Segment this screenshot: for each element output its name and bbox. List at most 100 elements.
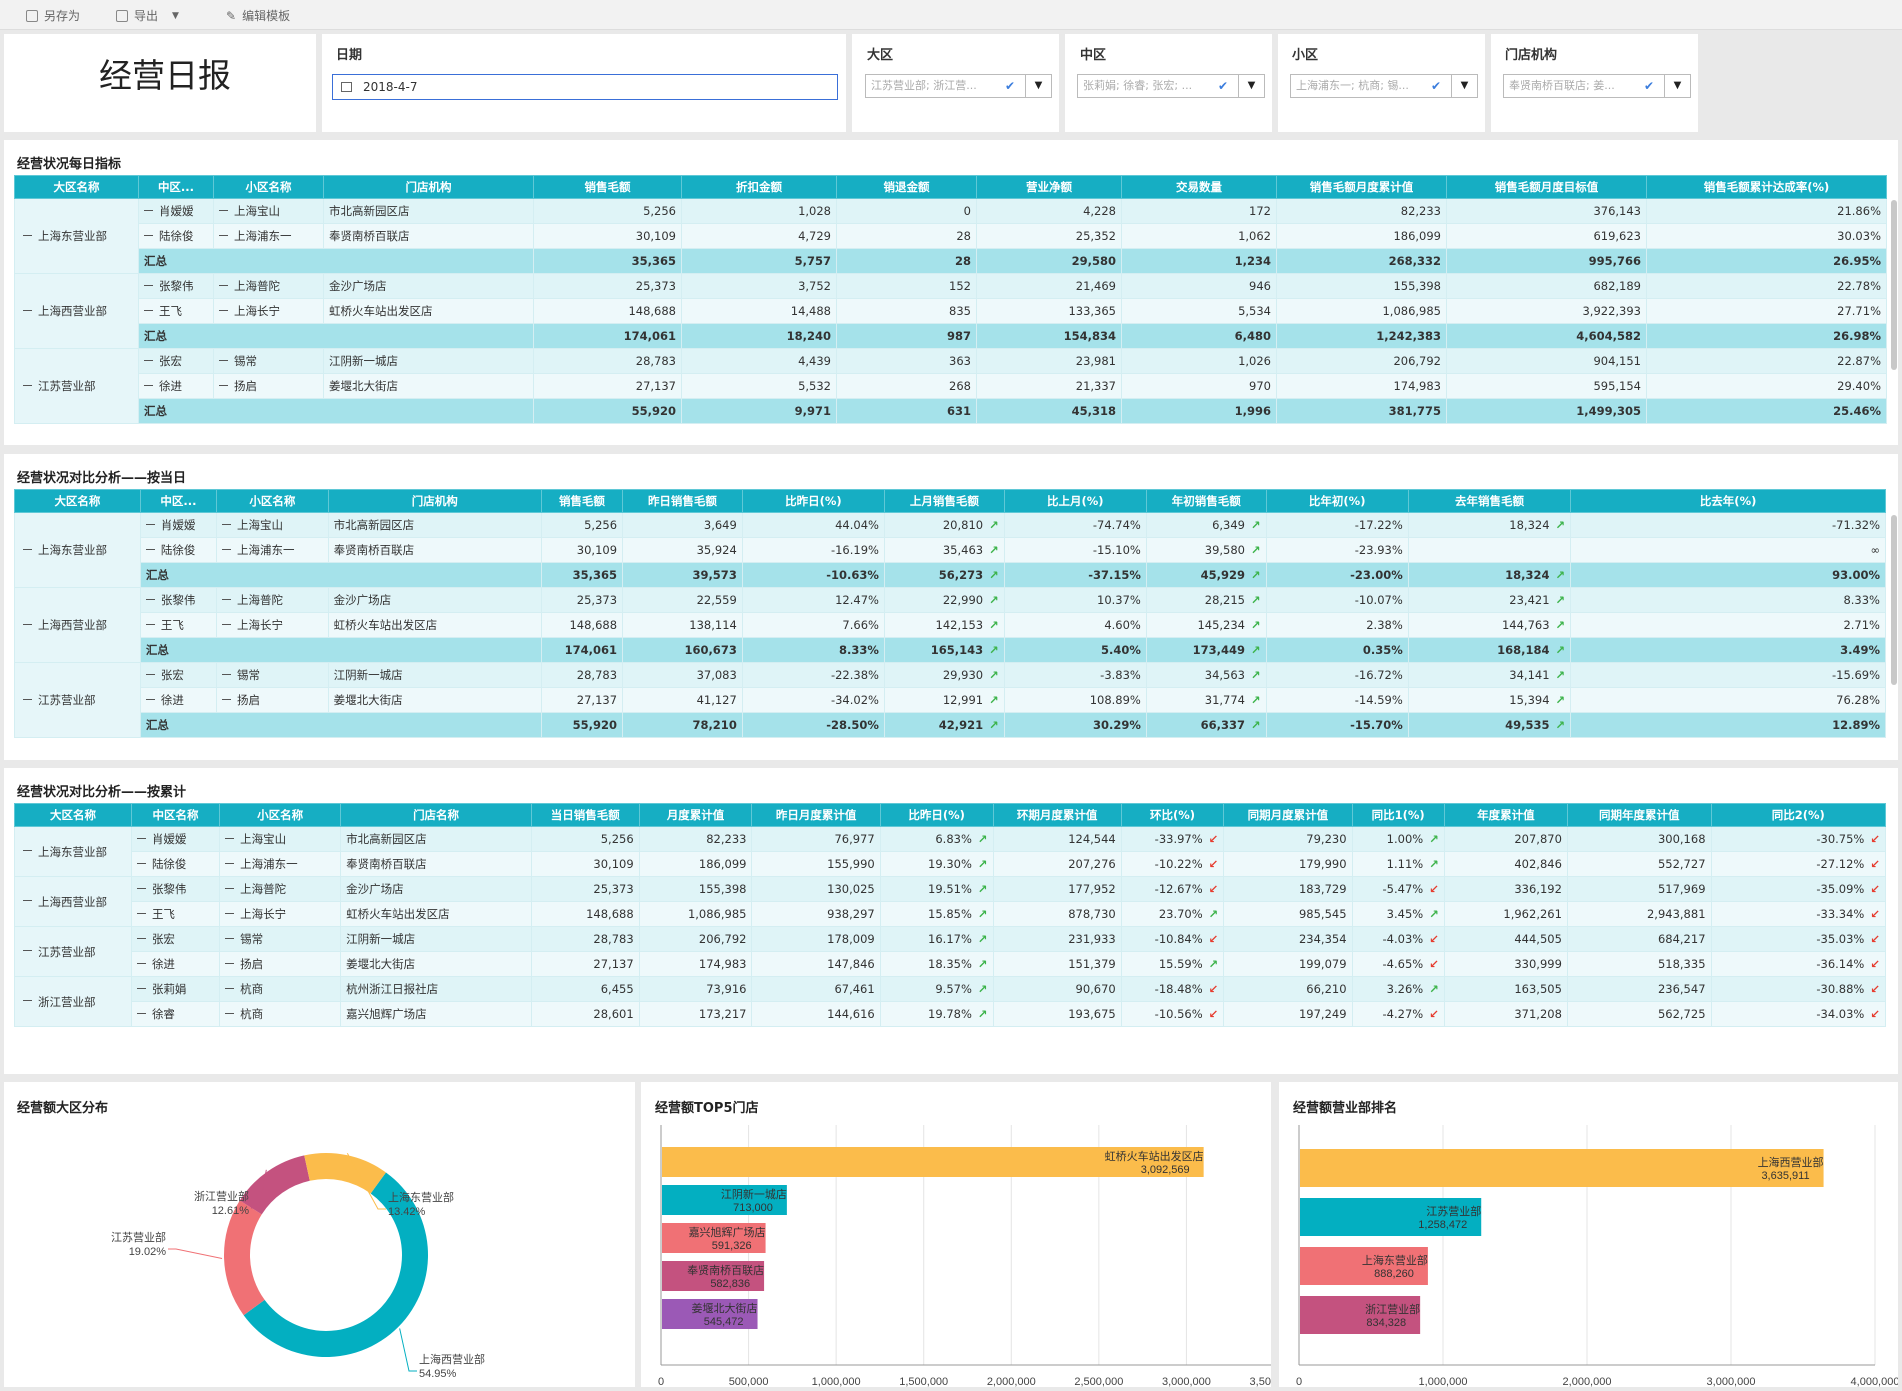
pie-slice[interactable] <box>243 1172 428 1357</box>
column-header[interactable]: 比上月(%) <box>1003 489 1147 513</box>
small-select[interactable]: 上海浦东一; 杭商; 锡... ✔ ▼ <box>1290 74 1478 98</box>
bar[interactable] <box>1300 1296 1421 1334</box>
dropdown-icon[interactable]: ▼ <box>1451 75 1477 97</box>
column-header[interactable]: 当日销售毛额 <box>530 803 640 827</box>
collapse-icon[interactable] <box>144 234 153 236</box>
column-header[interactable]: 去年销售毛额 <box>1407 489 1572 513</box>
dropdown-icon[interactable]: ▼ <box>1025 75 1051 97</box>
column-header[interactable]: 小区名称 <box>213 175 324 199</box>
collapse-icon[interactable] <box>136 987 146 989</box>
collapse-icon[interactable] <box>145 548 155 550</box>
region-group-cell[interactable]: 上海东营业部 <box>14 512 141 588</box>
collapse-icon[interactable] <box>23 850 32 851</box>
column-header[interactable]: 同比2(%) <box>1710 803 1887 827</box>
column-header[interactable]: 销退金额 <box>836 175 977 199</box>
collapse-icon[interactable] <box>222 673 231 675</box>
collapse-icon[interactable] <box>222 623 231 625</box>
collapse-icon[interactable] <box>222 598 231 600</box>
collapse-icon[interactable] <box>136 962 146 964</box>
collapse-icon[interactable] <box>144 284 153 286</box>
column-header[interactable]: 销售毛额 <box>540 489 624 513</box>
collapse-icon[interactable] <box>145 623 155 625</box>
dropdown-icon[interactable]: ▼ <box>1664 75 1690 97</box>
region-group-cell[interactable]: 江苏营业部 <box>14 662 141 738</box>
collapse-icon[interactable] <box>23 384 32 386</box>
column-header[interactable]: 小区名称 <box>216 489 329 513</box>
collapse-icon[interactable] <box>225 887 235 889</box>
bar[interactable] <box>1300 1247 1428 1285</box>
collapse-icon[interactable] <box>145 598 155 600</box>
collapse-icon[interactable] <box>225 962 235 964</box>
column-header[interactable]: 门店名称 <box>340 803 532 827</box>
column-header[interactable]: 昨日月度累计值 <box>751 803 881 827</box>
column-header[interactable]: 年度累计值 <box>1443 803 1568 827</box>
export-button[interactable]: 导出 ▼ <box>116 7 179 24</box>
collapse-icon[interactable] <box>144 384 153 386</box>
pie-slice[interactable] <box>224 1200 265 1316</box>
collapse-icon[interactable] <box>23 234 32 236</box>
column-header[interactable]: 月度累计值 <box>638 803 753 827</box>
region-group-cell[interactable]: 上海东营业部 <box>14 198 139 274</box>
collapse-icon[interactable] <box>136 1012 146 1014</box>
column-header[interactable]: 环比(%) <box>1120 803 1225 827</box>
column-header[interactable]: 同期年度累计值 <box>1566 803 1712 827</box>
collapse-icon[interactable] <box>23 309 32 311</box>
pie-slice[interactable] <box>304 1153 386 1194</box>
column-header[interactable]: 年初销售毛额 <box>1145 489 1267 513</box>
column-header[interactable]: 销售毛额累计达成率(%) <box>1646 175 1887 199</box>
collapse-icon[interactable] <box>136 937 146 939</box>
mid-select[interactable]: 张莉娟; 徐睿; 张宏; ... ✔ ▼ <box>1077 74 1265 98</box>
column-header[interactable]: 销售毛额 <box>533 175 682 199</box>
collapse-icon[interactable] <box>219 359 228 361</box>
collapse-icon[interactable] <box>23 698 32 700</box>
column-header[interactable]: 大区名称 <box>14 803 132 827</box>
bar[interactable] <box>662 1299 758 1329</box>
region-group-cell[interactable]: 浙江营业部 <box>14 976 132 1027</box>
collapse-icon[interactable] <box>219 384 228 386</box>
column-header[interactable]: 中区... <box>138 175 214 199</box>
collapse-icon[interactable] <box>23 1000 32 1001</box>
bar[interactable] <box>662 1223 766 1253</box>
column-header[interactable]: 大区名称 <box>14 489 141 513</box>
column-header[interactable]: 中区... <box>139 489 218 513</box>
collapse-icon[interactable] <box>136 837 146 839</box>
collapse-icon[interactable] <box>145 523 155 525</box>
column-header[interactable]: 比昨日(%) <box>879 803 994 827</box>
column-header[interactable]: 折扣金额 <box>681 175 837 199</box>
collapse-icon[interactable] <box>219 209 228 211</box>
column-header[interactable]: 同期月度累计值 <box>1223 803 1353 827</box>
bar[interactable] <box>1300 1149 1824 1187</box>
region-select[interactable]: 江苏营业部; 浙江营... ✔ ▼ <box>865 74 1052 98</box>
collapse-icon[interactable] <box>23 623 32 625</box>
column-header[interactable]: 昨日销售毛额 <box>622 489 743 513</box>
collapse-icon[interactable] <box>23 900 32 901</box>
collapse-icon[interactable] <box>219 234 228 236</box>
collapse-icon[interactable] <box>23 548 32 550</box>
column-header[interactable]: 门店机构 <box>323 175 534 199</box>
column-header[interactable]: 环期月度累计值 <box>992 803 1122 827</box>
column-header[interactable]: 销售毛额月度目标值 <box>1446 175 1647 199</box>
region-group-cell[interactable]: 上海西营业部 <box>14 273 139 349</box>
region-group-cell[interactable]: 江苏营业部 <box>14 348 139 424</box>
collapse-icon[interactable] <box>222 698 231 700</box>
column-header[interactable]: 比昨日(%) <box>741 489 885 513</box>
column-header[interactable]: 上月销售毛额 <box>883 489 1005 513</box>
collapse-icon[interactable] <box>225 837 235 839</box>
collapse-icon[interactable] <box>225 912 235 914</box>
collapse-icon[interactable] <box>136 887 146 889</box>
collapse-icon[interactable] <box>219 309 228 311</box>
bar[interactable] <box>662 1185 787 1215</box>
column-header[interactable]: 门店机构 <box>327 489 542 513</box>
collapse-icon[interactable] <box>225 862 235 864</box>
collapse-icon[interactable] <box>145 673 155 675</box>
scrollbar[interactable] <box>1891 515 1897 685</box>
scrollbar[interactable] <box>1891 200 1897 370</box>
region-group-cell[interactable]: 上海东营业部 <box>14 826 132 877</box>
collapse-icon[interactable] <box>144 359 153 361</box>
collapse-icon[interactable] <box>219 284 228 286</box>
column-header[interactable]: 交易数量 <box>1121 175 1277 199</box>
collapse-icon[interactable] <box>23 950 32 951</box>
dropdown-icon[interactable]: ▼ <box>1238 75 1264 97</box>
pie-slice[interactable] <box>239 1155 310 1215</box>
collapse-icon[interactable] <box>144 209 153 211</box>
